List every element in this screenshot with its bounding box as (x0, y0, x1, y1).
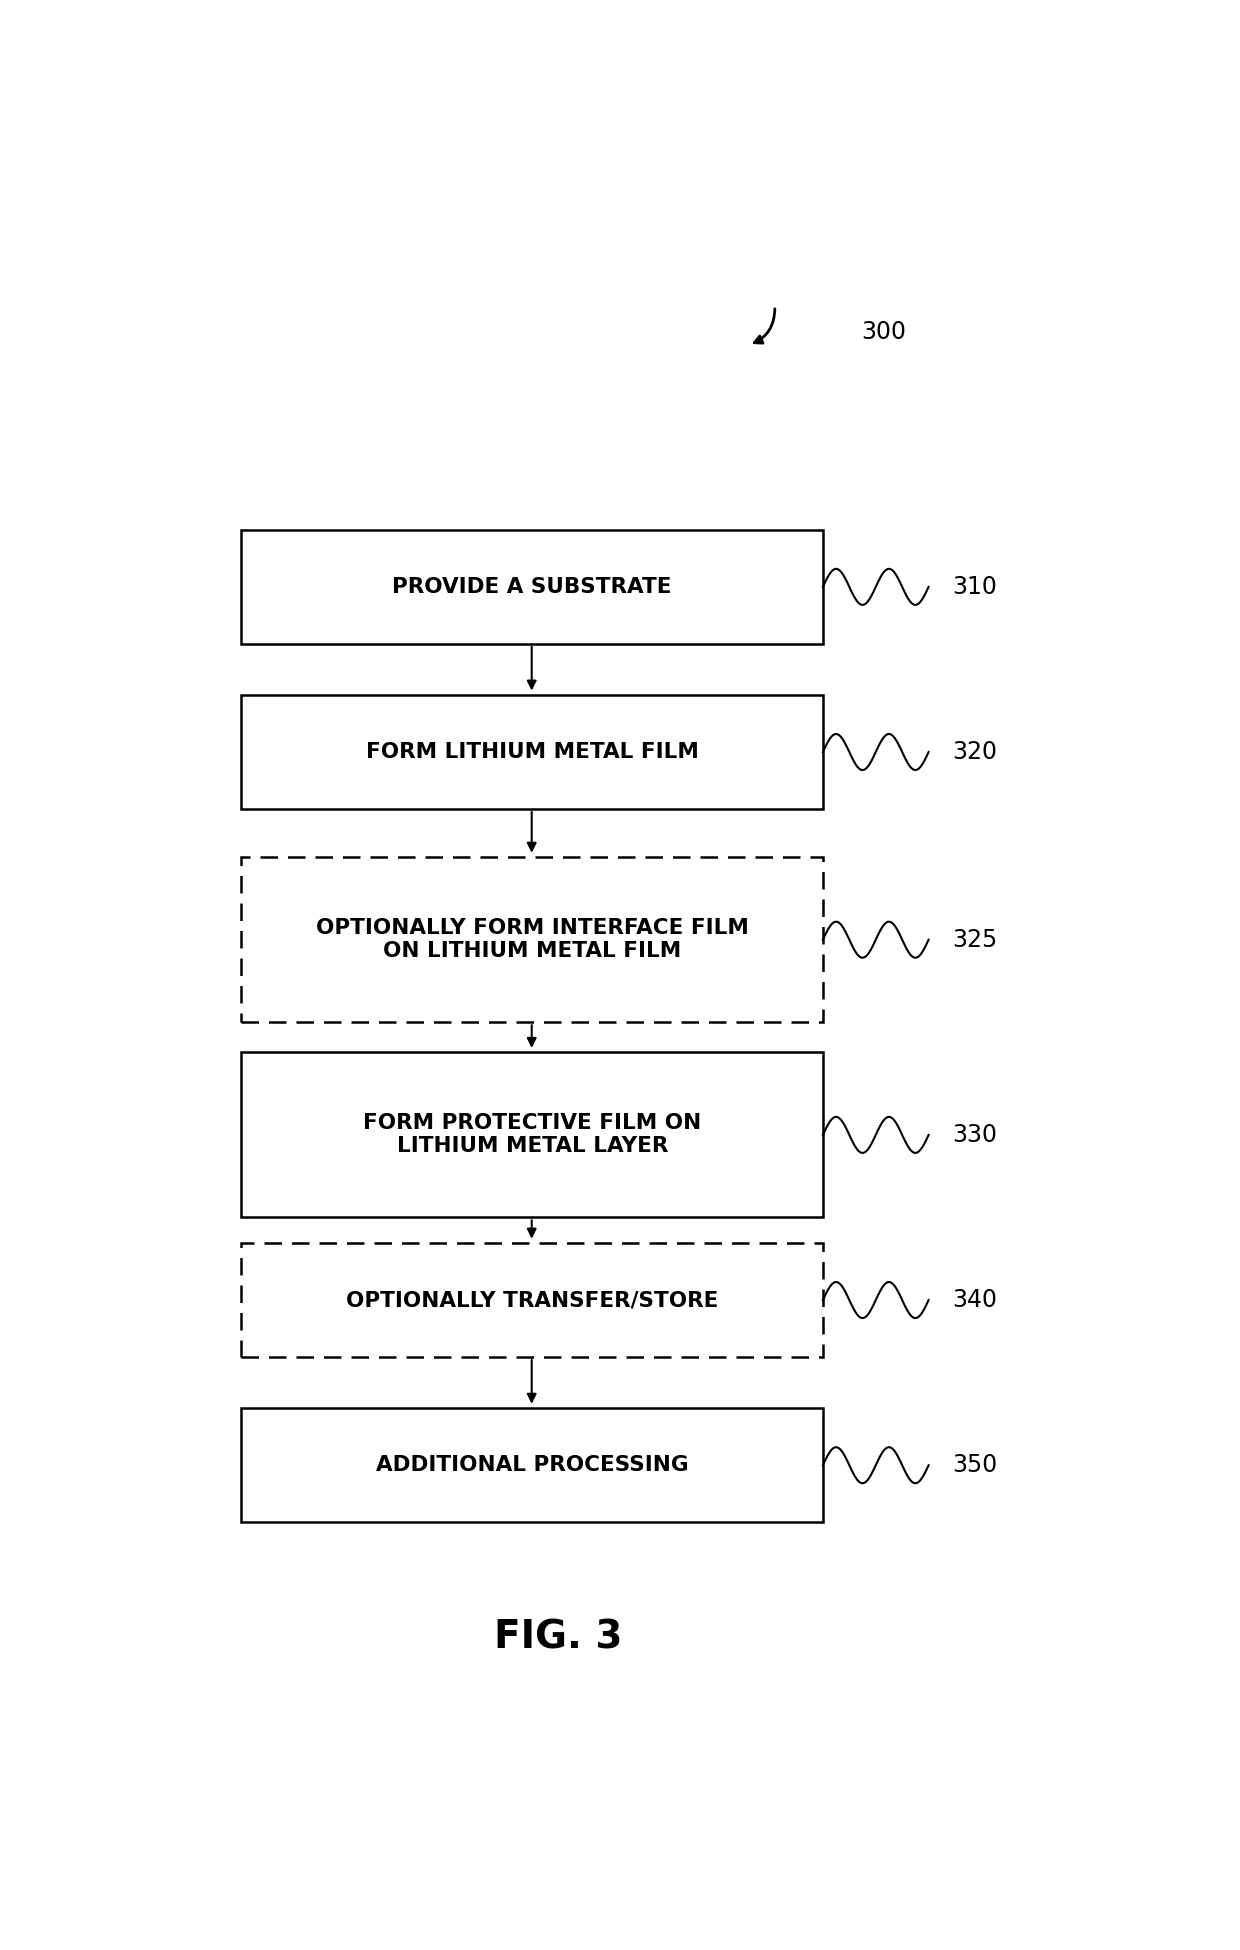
Text: 300: 300 (862, 320, 906, 343)
Text: FIG. 3: FIG. 3 (495, 1618, 622, 1658)
Text: FORM LITHIUM METAL FILM: FORM LITHIUM METAL FILM (366, 743, 698, 762)
Text: 340: 340 (952, 1289, 998, 1312)
Bar (242, 858, 823, 1022)
Bar (242, 694, 823, 809)
Text: 325: 325 (952, 928, 998, 952)
Text: 330: 330 (952, 1123, 998, 1147)
Text: OPTIONALLY TRANSFER/STORE: OPTIONALLY TRANSFER/STORE (346, 1291, 718, 1310)
Text: 320: 320 (952, 739, 998, 764)
Bar (242, 1053, 823, 1217)
Text: FORM PROTECTIVE FILM ON
LITHIUM METAL LAYER: FORM PROTECTIVE FILM ON LITHIUM METAL LA… (363, 1113, 702, 1156)
Bar (242, 1242, 823, 1357)
Bar (242, 530, 823, 644)
Text: OPTIONALLY FORM INTERFACE FILM
ON LITHIUM METAL FILM: OPTIONALLY FORM INTERFACE FILM ON LITHIU… (316, 918, 749, 961)
Text: ADDITIONAL PROCESSING: ADDITIONAL PROCESSING (376, 1455, 688, 1476)
Text: 310: 310 (952, 575, 997, 599)
Bar (242, 1408, 823, 1523)
Text: PROVIDE A SUBSTRATE: PROVIDE A SUBSTRATE (392, 577, 672, 597)
Text: 350: 350 (952, 1453, 998, 1478)
